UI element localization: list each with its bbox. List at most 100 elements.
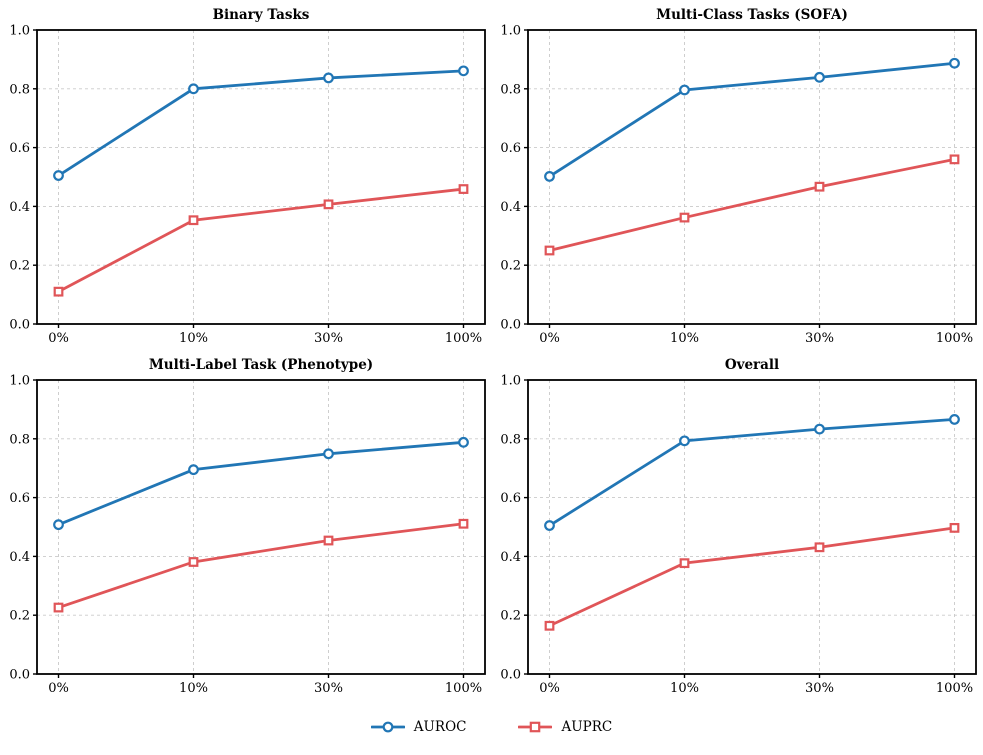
series-line [57, 522, 465, 609]
x-tick-label: 0% [539, 331, 560, 346]
y-tick-label: 0.4 [500, 550, 521, 565]
legend-item-auprc: AUPRC [518, 719, 612, 735]
legend-label: AUROC [413, 719, 467, 735]
y-tick-label: 0.6 [500, 491, 521, 506]
auroc-marker [53, 170, 64, 181]
legend-item-auroc: AUROC [370, 719, 467, 735]
series-line [57, 187, 465, 294]
auroc-marker [458, 65, 469, 77]
y-tick-label: 1.0 [500, 24, 521, 39]
auprc-marker [544, 245, 555, 256]
auroc-marker [544, 520, 555, 531]
chart-multi-label-phenotype: 0.0 0.2 0.4 0.6 0.8 1.0 0% 10% 30% 100% Multi-Labe… [0, 352, 491, 702]
legend-glyph [370, 721, 405, 733]
chart-binary-tasks: 0.0 0.2 0.4 0.6 0.8 1.0 0% 10% 30% 100% Binary Tas… [0, 2, 491, 352]
y-tick-label: 0.8 [500, 432, 521, 447]
auprc-marker [188, 215, 199, 226]
plot-border [527, 29, 977, 325]
y-tick-label: 1.0 [9, 374, 30, 389]
y-tick-label: 0.4 [9, 550, 30, 565]
y-tick-label: 0.0 [9, 668, 30, 683]
plot-border [527, 379, 977, 675]
chart-title: Multi-Class Tasks (SOFA) [656, 7, 848, 23]
y-tick-label: 0.8 [9, 82, 30, 97]
y-tick-label: 0.6 [9, 141, 30, 156]
auprc-marker [814, 542, 825, 553]
series-line [548, 417, 956, 527]
y-tick-label: 0.4 [9, 200, 30, 215]
x-tick-label: 10% [179, 331, 208, 346]
y-tick-label: 0.0 [500, 668, 521, 683]
auprc-marker [814, 181, 825, 192]
legend-label: AUPRC [561, 719, 613, 735]
y-tick-label: 0.8 [9, 432, 30, 447]
auprc-marker [458, 518, 469, 529]
plot-svg: 0.0 0.2 0.4 0.6 0.8 1.0 0% 10% 30% 100% Overall [500, 357, 977, 696]
auroc-marker [949, 413, 960, 425]
x-tick-label: 100% [445, 331, 482, 346]
auprc-marker [949, 522, 960, 533]
auprc-marker [53, 602, 64, 613]
x-tick-label: 30% [805, 681, 834, 696]
x-tick-label: 100% [445, 681, 482, 696]
x-tick-label: 10% [670, 681, 699, 696]
auroc-marker [544, 171, 555, 182]
auroc-marker [323, 72, 334, 84]
auprc-marker [949, 154, 960, 165]
y-tick-label: 1.0 [9, 24, 30, 39]
auroc-legend-marker [382, 721, 394, 733]
x-tick-label: 100% [936, 681, 973, 696]
chart-title: Multi-Label Task (Phenotype) [149, 357, 373, 373]
chart-title: Overall [725, 357, 779, 373]
series-line [548, 61, 956, 178]
auroc-marker [949, 57, 960, 69]
plot-svg: 0.0 0.2 0.4 0.6 0.8 1.0 0% 10% 30% 100% Multi-Clas… [500, 7, 977, 346]
auprc-marker [53, 286, 64, 297]
legend-glyph [518, 721, 553, 733]
auroc-marker [679, 435, 690, 447]
y-tick-label: 0.2 [9, 609, 30, 624]
auprc-marker [544, 620, 555, 631]
auroc-marker [53, 519, 64, 531]
auroc-marker [323, 448, 334, 460]
auroc-marker [188, 464, 199, 476]
y-tick-label: 0.6 [9, 491, 30, 506]
y-tick-label: 0.0 [500, 318, 521, 333]
series-line [548, 526, 956, 628]
plot-svg: 0.0 0.2 0.4 0.6 0.8 1.0 0% 10% 30% 100% Multi-Labe… [9, 357, 486, 696]
plot-border [36, 379, 486, 675]
series-line [548, 157, 956, 252]
x-tick-label: 30% [805, 331, 834, 346]
auroc-marker [458, 436, 469, 448]
y-tick-label: 0.2 [500, 259, 521, 274]
auroc-marker [814, 71, 825, 83]
x-tick-label: 0% [48, 331, 69, 346]
y-tick-label: 0.2 [500, 609, 521, 624]
auroc-marker [679, 84, 690, 96]
auprc-marker [458, 184, 469, 194]
x-tick-label: 100% [936, 331, 973, 346]
chart-multi-class-sofa: 0.0 0.2 0.4 0.6 0.8 1.0 0% 10% 30% 100% Multi-Clas… [491, 2, 982, 352]
x-tick-label: 30% [314, 331, 343, 346]
auprc-marker [323, 199, 334, 210]
auprc-marker [679, 558, 690, 569]
chart-grid: 0.0 0.2 0.4 0.6 0.8 1.0 0% 10% 30% 100% Binary Tas… [0, 2, 983, 702]
y-tick-label: 0.0 [9, 318, 30, 333]
auprc-marker [188, 557, 199, 567]
plot-svg: 0.0 0.2 0.4 0.6 0.8 1.0 0% 10% 30% 100% Binary Tas… [9, 7, 486, 346]
auprc-marker [679, 212, 690, 223]
legend: AUROC AUPRC [0, 702, 983, 752]
x-tick-label: 10% [179, 681, 208, 696]
y-tick-label: 0.8 [500, 82, 521, 97]
auprc-marker [323, 535, 334, 546]
y-tick-label: 0.4 [500, 200, 521, 215]
chart-overall: 0.0 0.2 0.4 0.6 0.8 1.0 0% 10% 30% 100% Overall [491, 352, 982, 702]
x-tick-label: 0% [48, 681, 69, 696]
auroc-marker [814, 423, 825, 435]
x-tick-label: 10% [670, 331, 699, 346]
auroc-marker [188, 83, 199, 95]
y-tick-label: 0.2 [9, 259, 30, 274]
auprc-legend-marker [530, 721, 541, 733]
y-tick-label: 1.0 [500, 374, 521, 389]
